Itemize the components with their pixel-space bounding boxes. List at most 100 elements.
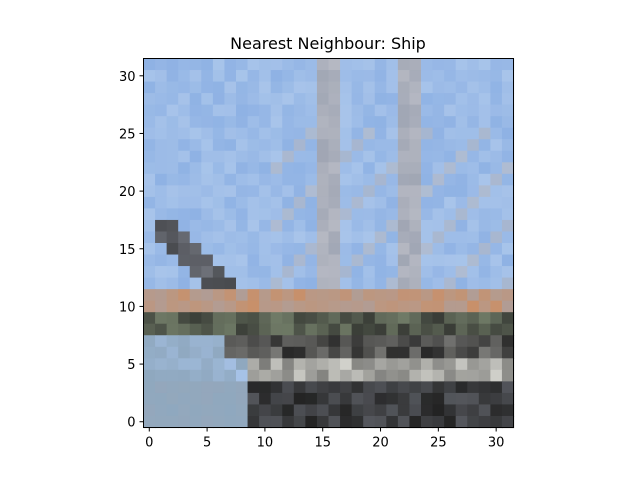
image-pixel bbox=[386, 127, 399, 140]
image-pixel bbox=[143, 93, 156, 106]
image-pixel bbox=[178, 127, 191, 140]
image-pixel bbox=[247, 346, 260, 359]
image-pixel bbox=[444, 277, 457, 290]
image-pixel bbox=[351, 335, 364, 348]
image-pixel bbox=[178, 58, 191, 71]
image-pixel bbox=[490, 162, 503, 175]
image-pixel bbox=[444, 208, 457, 221]
image-pixel bbox=[259, 243, 272, 256]
image-pixel bbox=[455, 231, 468, 244]
image-pixel bbox=[363, 104, 376, 117]
image-pixel bbox=[374, 277, 387, 290]
image-pixel bbox=[444, 150, 457, 163]
image-pixel bbox=[212, 358, 226, 371]
image-pixel bbox=[374, 392, 387, 406]
image-pixel bbox=[270, 358, 283, 371]
image-pixel bbox=[421, 162, 434, 175]
image-pixel bbox=[305, 219, 318, 233]
image-pixel bbox=[155, 415, 168, 429]
image-pixel bbox=[351, 381, 364, 394]
image-pixel bbox=[166, 139, 179, 152]
image-pixel bbox=[374, 219, 387, 233]
image-pixel bbox=[444, 289, 457, 302]
image-pixel bbox=[328, 162, 341, 175]
image-pixel bbox=[444, 93, 457, 106]
image-pixel bbox=[444, 243, 457, 256]
image-pixel bbox=[351, 415, 364, 429]
image-pixel bbox=[201, 381, 214, 394]
image-pixel bbox=[340, 369, 353, 382]
image-pixel bbox=[247, 162, 260, 175]
image-pixel bbox=[259, 139, 272, 152]
image-pixel bbox=[397, 346, 411, 359]
image-pixel bbox=[282, 185, 295, 198]
image-pixel bbox=[178, 231, 191, 244]
image-pixel bbox=[224, 323, 237, 336]
image-pixel bbox=[201, 185, 214, 198]
image-pixel bbox=[351, 243, 364, 256]
image-pixel bbox=[166, 70, 179, 83]
image-pixel bbox=[189, 185, 202, 198]
image-pixel bbox=[224, 254, 237, 267]
image-pixel bbox=[501, 173, 515, 186]
image-pixel bbox=[444, 254, 457, 267]
image-pixel bbox=[363, 312, 376, 325]
image-pixel bbox=[478, 415, 491, 429]
image-pixel bbox=[282, 254, 295, 267]
image-pixel bbox=[178, 346, 191, 359]
image-pixel bbox=[178, 139, 191, 152]
image-pixel bbox=[166, 104, 179, 117]
image-pixel bbox=[421, 392, 434, 406]
image-pixel bbox=[386, 104, 399, 117]
image-pixel bbox=[490, 231, 503, 244]
image-pixel bbox=[340, 162, 353, 175]
image-pixel bbox=[397, 139, 411, 152]
image-pixel bbox=[328, 358, 341, 371]
image-pixel bbox=[224, 266, 237, 279]
image-pixel bbox=[351, 70, 364, 83]
image-pixel bbox=[155, 381, 168, 394]
image-pixel bbox=[386, 219, 399, 233]
image-pixel bbox=[155, 404, 168, 417]
image-pixel bbox=[501, 415, 515, 429]
image-pixel bbox=[178, 335, 191, 348]
image-pixel bbox=[224, 208, 237, 221]
image-pixel bbox=[363, 335, 376, 348]
image-pixel bbox=[444, 162, 457, 175]
image-pixel bbox=[363, 219, 376, 233]
image-pixel bbox=[328, 104, 341, 117]
image-pixel bbox=[478, 185, 491, 198]
image-pixel bbox=[293, 173, 306, 186]
image-pixel bbox=[455, 139, 468, 152]
image-pixel bbox=[143, 116, 156, 129]
image-pixel bbox=[224, 219, 237, 233]
image-pixel bbox=[178, 254, 191, 267]
image-pixel bbox=[259, 70, 272, 83]
image-pixel bbox=[397, 254, 411, 267]
image-pixel bbox=[201, 104, 214, 117]
image-pixel bbox=[501, 104, 515, 117]
image-pixel bbox=[155, 173, 168, 186]
image-pixel bbox=[155, 219, 168, 233]
image-pixel bbox=[501, 243, 515, 256]
image-pixel bbox=[328, 277, 341, 290]
image-pixel bbox=[155, 185, 168, 198]
image-pixel bbox=[351, 208, 364, 221]
image-pixel bbox=[467, 369, 480, 382]
image-pixel bbox=[224, 150, 237, 163]
image-pixel bbox=[374, 93, 387, 106]
x-tick-label: 30 bbox=[488, 436, 505, 451]
image-pixel bbox=[490, 173, 503, 186]
image-pixel bbox=[432, 266, 445, 279]
image-pixel bbox=[340, 243, 353, 256]
image-pixel bbox=[316, 415, 330, 429]
image-pixel bbox=[236, 185, 249, 198]
y-tick-label: 5 bbox=[127, 358, 135, 373]
image-pixel bbox=[305, 231, 318, 244]
image-pixel bbox=[328, 231, 341, 244]
image-pixel bbox=[305, 58, 318, 71]
image-pixel bbox=[409, 196, 422, 210]
image-pixel bbox=[478, 323, 491, 336]
image-pixel bbox=[270, 58, 283, 71]
image-pixel bbox=[293, 185, 306, 198]
